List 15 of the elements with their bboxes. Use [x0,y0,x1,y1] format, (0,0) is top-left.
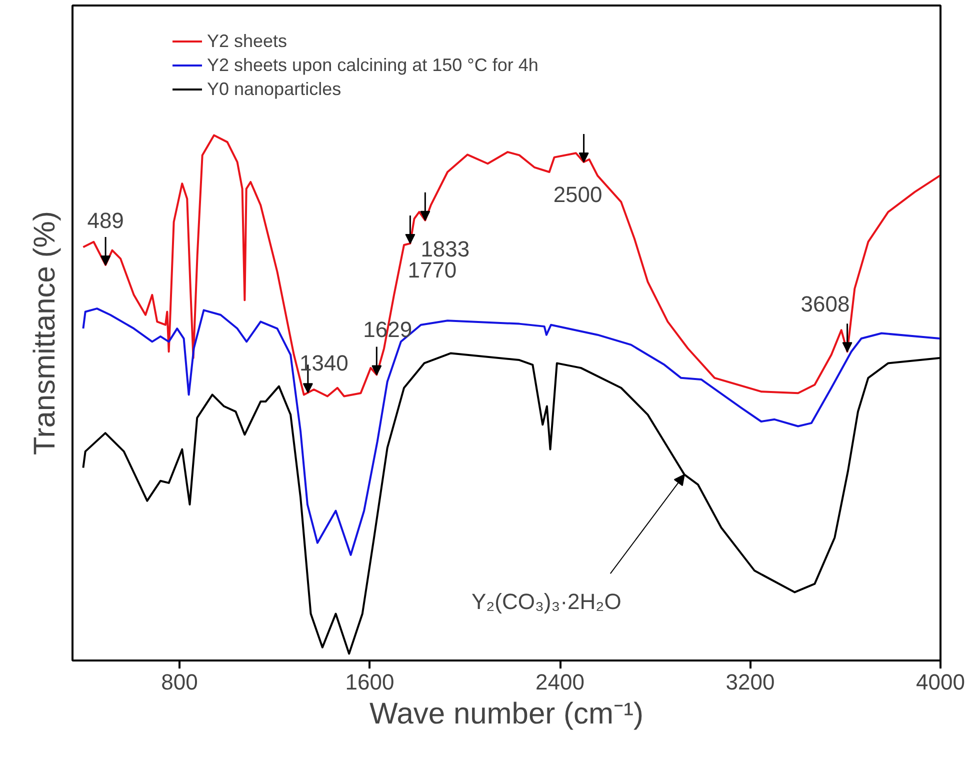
x-tick-label: 800 [161,670,198,694]
annotation: 2500 [553,182,602,208]
annotation: 489 [87,208,124,233]
legend-label: Y2 sheets upon calcining at 150 °C for 4h [207,54,538,76]
annotation: 3608 [800,292,850,317]
x-tick-label: 1600 [345,670,394,694]
legend-label: Y2 sheets [207,30,288,52]
annotation: Y₂(CO₃)₃·2H₂O [471,589,622,614]
x-tick-label: 4000 [916,670,965,694]
x-tick-label: 2400 [536,670,584,694]
x-tick-label: 3200 [726,670,775,694]
y-axis-title: Transmittance (%) [28,211,62,455]
annotation: 1340 [299,350,348,376]
legend-label: Y0 nanoparticles [207,78,342,100]
x-axis-title: Wave number (cm⁻¹) [370,698,644,730]
